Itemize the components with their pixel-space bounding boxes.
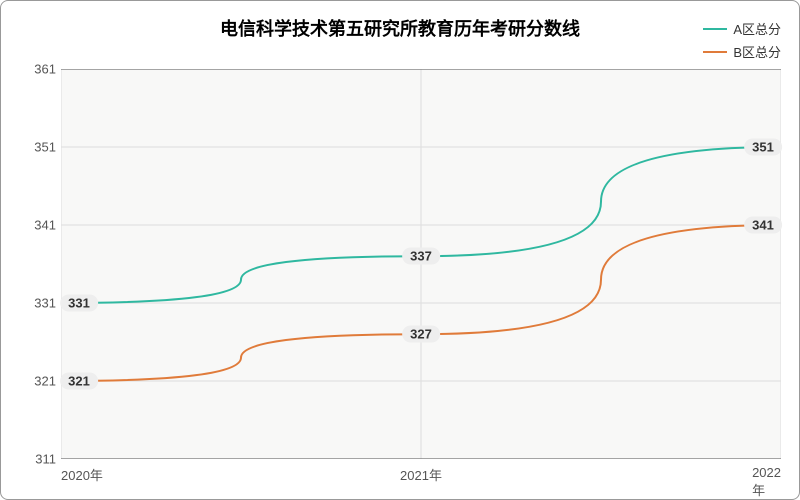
data-point-label: 321: [60, 373, 98, 390]
legend-item-a: A区总分: [703, 19, 781, 38]
data-point-label: 327: [402, 326, 440, 343]
x-tick-label: 2021年: [400, 465, 442, 484]
data-point-label: 341: [744, 217, 782, 234]
y-tick-label: 341: [6, 218, 56, 233]
legend: A区总分 B区总分: [703, 19, 781, 65]
y-tick-label: 351: [6, 140, 56, 155]
chart-container: 电信科学技术第五研究所教育历年考研分数线 A区总分 B区总分 311 321 331…: [0, 0, 800, 500]
y-tick-label: 321: [6, 374, 56, 389]
data-point-label: 351: [744, 139, 782, 156]
legend-swatch-b: [703, 51, 727, 53]
legend-label-a: A区总分: [733, 19, 781, 38]
legend-label-b: B区总分: [733, 42, 781, 61]
y-tick-label: 331: [6, 296, 56, 311]
legend-item-b: B区总分: [703, 42, 781, 61]
y-tick-label: 361: [6, 62, 56, 77]
chart-title: 电信科学技术第五研究所教育历年考研分数线: [1, 15, 799, 41]
data-point-label: 331: [60, 295, 98, 312]
data-point-label: 337: [402, 248, 440, 265]
x-tick-label: 2020年: [61, 465, 103, 484]
y-tick-label: 311: [6, 452, 56, 467]
x-tick-label: 2022年: [752, 465, 781, 499]
legend-swatch-a: [703, 28, 727, 30]
